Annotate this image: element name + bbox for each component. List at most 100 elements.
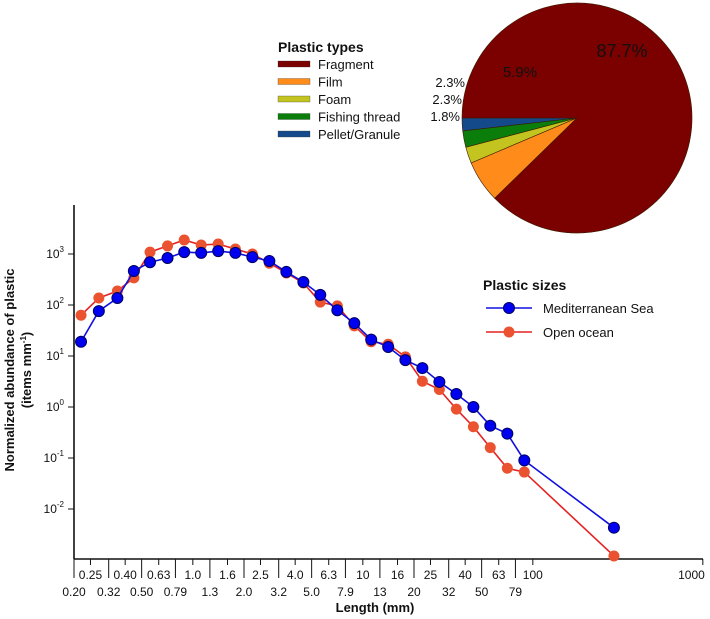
x-tick-label-lower: 0.79: [164, 585, 188, 599]
x-tick-label-lower: 13: [373, 585, 387, 599]
legend-marker-mediterranean-sea: [503, 302, 515, 314]
plastic-sizes-line-chart: 0.20 0.32 0.50 0.79 1.3 2.0 3.2 5.0 7.9 13 20 32 50 7…: [2, 205, 705, 615]
x-tick-label-lower: 1.3: [202, 585, 219, 599]
x-tick-label-lower: 3.2: [270, 585, 287, 599]
plastic-types-legend: Plastic types Fragment Film Foam Fishing th…: [277, 39, 400, 142]
series-line-mediterranean-sea: [80, 250, 615, 529]
pie-label-fishing-thread: 2.3%: [432, 92, 462, 107]
y-tick-label: 101: [46, 347, 64, 363]
x-tick-label-upper: 63: [492, 568, 506, 582]
data-point-mediterranean-sea: [365, 333, 378, 346]
legend-swatch-fragment: [277, 60, 311, 68]
data-point-open-ocean: [608, 550, 620, 562]
x-tick-label-upper: 1.6: [219, 568, 236, 582]
plastic-sizes-legend-title: Plastic sizes: [483, 277, 566, 293]
data-point-mediterranean-sea: [229, 246, 242, 259]
y-tick-label: 103: [46, 245, 64, 261]
plastic-types-pie-chart: 87.7% 5.9% 2.3% 2.3% 1.8%: [430, 2, 693, 234]
legend-swatch-foam: [277, 95, 311, 103]
data-point-mediterranean-sea: [178, 246, 191, 259]
x-tick-label-upper: 10: [356, 568, 370, 582]
data-point-mediterranean-sea: [280, 265, 293, 278]
data-point-mediterranean-sea: [450, 387, 463, 400]
x-tick-label-upper: 0.25: [79, 568, 103, 582]
pie-label-pellet-granule: 1.8%: [430, 109, 460, 124]
data-point-open-ocean: [144, 246, 156, 258]
data-point-mediterranean-sea: [416, 362, 429, 375]
data-point-mediterranean-sea: [501, 427, 514, 440]
x-tick-label-lower: 5.0: [303, 585, 320, 599]
x-tick-label-upper: 6.3: [320, 568, 337, 582]
x-tick-label-upper: 40: [458, 568, 472, 582]
series: [75, 234, 620, 562]
x-tick-label-lower: 0.20: [62, 585, 86, 599]
legend-label-foam: Foam: [318, 92, 351, 107]
x-tick-label-upper: 0.40: [113, 568, 137, 582]
legend-label-fragment: Fragment: [318, 57, 374, 72]
y-tick-label: 10-2: [44, 500, 65, 516]
pie-label-fragment: 87.7%: [596, 41, 647, 61]
data-point-mediterranean-sea: [161, 251, 174, 264]
x-tick-label-lower: 0.50: [130, 585, 154, 599]
legend-swatch-pellet-granule: [277, 130, 311, 138]
x-tick-label-upper: 1.0: [184, 568, 201, 582]
data-point-mediterranean-sea: [348, 317, 361, 330]
legend-label-film: Film: [318, 75, 343, 90]
x-tick-label-lower: 32: [442, 585, 456, 599]
x-tick-label-upper: 0.63: [147, 568, 171, 582]
plastic-sizes-legend: Plastic sizes Mediterranean Sea Open ocea…: [483, 277, 654, 340]
x-tick-label-upper: 16: [391, 568, 405, 582]
y-tick-label: 100: [46, 398, 64, 414]
x-tick-label-lower: 2.0: [236, 585, 253, 599]
data-point-open-ocean: [75, 309, 87, 321]
data-point-mediterranean-sea: [518, 454, 531, 467]
x-tick-label-upper: 2.5: [252, 568, 269, 582]
y-axis-label-line1: Normalized abundance of plastic: [2, 269, 17, 472]
x-ticks: 0.20 0.32 0.50 0.79 1.3 2.0 3.2 5.0 7.9 13 20 32 50 7…: [62, 559, 705, 599]
data-point-mediterranean-sea: [433, 375, 446, 388]
data-point-mediterranean-sea: [467, 401, 480, 413]
x-tick-label-lower: 20: [407, 585, 421, 599]
data-point-open-ocean: [416, 375, 428, 387]
legend-label-mediterranean-sea: Mediterranean Sea: [543, 301, 654, 316]
legend-marker-open-ocean: [503, 326, 515, 338]
y-tick-label: 102: [46, 296, 64, 312]
x-tick-label-lower: 79: [509, 585, 523, 599]
data-point-open-ocean: [501, 462, 513, 474]
data-point-open-ocean: [467, 421, 479, 433]
y-tick-label: 10-1: [44, 449, 65, 465]
data-point-open-ocean: [93, 292, 105, 304]
data-point-mediterranean-sea: [212, 245, 225, 258]
data-point-mediterranean-sea: [75, 335, 88, 348]
pie-label-film: 5.9%: [503, 64, 537, 81]
legend-label-fishing-thread: Fishing thread: [318, 110, 400, 125]
data-point-mediterranean-sea: [314, 288, 327, 301]
data-point-mediterranean-sea: [484, 419, 497, 432]
x-tick-label-lower: 7.9: [337, 585, 354, 599]
legend-swatch-fishing-thread: [277, 113, 311, 120]
data-point-mediterranean-sea: [111, 292, 124, 305]
data-point-open-ocean: [178, 234, 190, 246]
plastic-types-legend-title: Plastic types: [278, 39, 364, 55]
data-point-mediterranean-sea: [263, 254, 276, 267]
x-tick-label-lower: 0.32: [97, 585, 121, 599]
legend-swatch-film: [277, 78, 311, 85]
pie-label-foam: 2.3%: [435, 75, 465, 90]
x-tick-label-upper: 4.0: [287, 568, 304, 582]
data-point-mediterranean-sea: [607, 521, 620, 534]
data-point-mediterranean-sea: [399, 354, 412, 367]
data-point-mediterranean-sea: [331, 304, 344, 317]
legend-label-pellet-granule: Pellet/Granule: [318, 127, 400, 142]
data-point-mediterranean-sea: [297, 276, 310, 289]
data-point-mediterranean-sea: [127, 265, 140, 278]
series-line-open-ocean: [80, 239, 615, 557]
x-tick-label-upper: 100: [523, 568, 543, 582]
data-point-open-ocean: [162, 240, 174, 252]
data-point-open-ocean: [518, 466, 530, 478]
data-point-mediterranean-sea: [144, 256, 157, 269]
data-point-mediterranean-sea: [246, 251, 259, 264]
data-point-open-ocean: [450, 403, 462, 415]
data-point-mediterranean-sea: [382, 341, 395, 354]
x-tick-label-upper: 25: [424, 568, 438, 582]
